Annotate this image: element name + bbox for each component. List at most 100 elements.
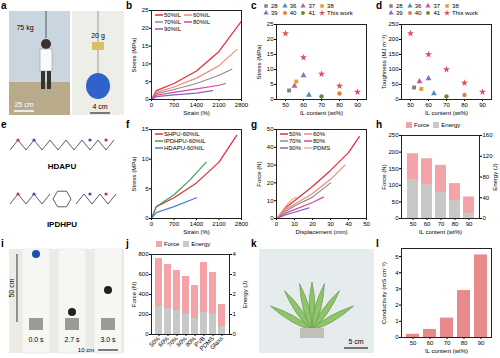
svg-text:50: 50: [410, 340, 417, 346]
svg-text:160: 160: [483, 132, 494, 138]
svg-text:5: 5: [270, 81, 274, 87]
svg-text:0: 0: [233, 331, 237, 337]
svg-text:Displacement (mm): Displacement (mm): [295, 229, 347, 235]
svg-text:80: 80: [483, 174, 490, 180]
svg-text:10: 10: [142, 156, 149, 162]
svg-text:0: 0: [150, 102, 154, 108]
svg-text:3: 3: [233, 271, 237, 277]
svg-text:100: 100: [388, 182, 399, 188]
svg-text:10: 10: [291, 221, 298, 227]
svg-text:800: 800: [138, 251, 149, 257]
svg-text:200: 200: [388, 149, 399, 155]
svg-text:Stress (MPa): Stress (MPa): [131, 156, 137, 191]
svg-text:25: 25: [142, 7, 149, 13]
svg-text:Force (N): Force (N): [131, 282, 137, 307]
svg-text:120: 120: [483, 153, 494, 159]
svg-text:0: 0: [270, 215, 274, 221]
svg-text:10: 10: [267, 198, 274, 204]
svg-text:50: 50: [267, 126, 274, 132]
svg-text:1: 1: [233, 311, 237, 317]
svg-text:25: 25: [267, 21, 274, 27]
svg-text:90: 90: [354, 102, 361, 108]
svg-text:60: 60: [425, 102, 432, 108]
svg-text:0: 0: [483, 215, 487, 221]
svg-text:150: 150: [388, 166, 399, 172]
svg-text:Stress (MPa): Stress (MPa): [131, 37, 137, 72]
svg-text:600: 600: [138, 271, 149, 277]
svg-text:2: 2: [233, 291, 237, 297]
svg-text:5: 5: [395, 254, 399, 260]
svg-text:50: 50: [392, 81, 399, 87]
svg-text:Strain (%): Strain (%): [183, 110, 210, 116]
svg-text:2100: 2100: [212, 102, 226, 108]
svg-text:IL content (wt%): IL content (wt%): [425, 348, 468, 354]
svg-text:20: 20: [309, 221, 316, 227]
svg-text:Force (N): Force (N): [256, 161, 262, 186]
svg-text:30: 30: [267, 162, 274, 168]
svg-text:700: 700: [169, 221, 180, 227]
svg-text:80: 80: [461, 340, 468, 346]
svg-text:1400: 1400: [190, 221, 204, 227]
svg-text:Energy (J): Energy (J): [492, 163, 498, 191]
svg-text:0: 0: [275, 221, 279, 227]
svg-text:70: 70: [438, 221, 445, 227]
svg-text:90: 90: [479, 102, 486, 108]
svg-text:70: 70: [444, 340, 451, 346]
svg-text:50: 50: [392, 199, 399, 205]
svg-text:60: 60: [424, 221, 431, 227]
svg-text:Force (N): Force (N): [381, 164, 387, 189]
svg-text:2800: 2800: [235, 102, 249, 108]
svg-text:100: 100: [388, 66, 399, 72]
svg-text:0: 0: [145, 331, 149, 337]
svg-text:200: 200: [138, 311, 149, 317]
svg-text:15: 15: [267, 51, 274, 57]
svg-text:Toughness (MJ m⁻³): Toughness (MJ m⁻³): [381, 35, 387, 90]
svg-text:200: 200: [388, 36, 399, 42]
svg-text:0.0 s: 0.0 s: [28, 336, 44, 343]
svg-text:0: 0: [150, 221, 154, 227]
svg-text:250: 250: [388, 132, 399, 138]
svg-text:Glass: Glass: [209, 335, 224, 350]
svg-text:80: 80: [461, 102, 468, 108]
svg-text:50: 50: [282, 102, 289, 108]
svg-text:3.0 s: 3.0 s: [100, 336, 116, 343]
svg-text:10 cm: 10 cm: [78, 347, 94, 353]
svg-text:50: 50: [363, 221, 370, 227]
svg-text:1: 1: [395, 318, 399, 324]
svg-text:20 g: 20 g: [91, 32, 105, 40]
svg-text:2800: 2800: [235, 221, 249, 227]
svg-text:0: 0: [395, 334, 399, 340]
svg-text:0: 0: [395, 215, 399, 221]
svg-text:3: 3: [395, 286, 399, 292]
svg-text:5 cm: 5 cm: [348, 338, 363, 345]
svg-text:90: 90: [478, 340, 485, 346]
svg-text:80: 80: [336, 102, 343, 108]
svg-text:70: 70: [443, 102, 450, 108]
svg-text:400: 400: [138, 291, 149, 297]
svg-text:15: 15: [142, 43, 149, 49]
svg-text:0: 0: [145, 215, 149, 221]
svg-text:0: 0: [395, 96, 399, 102]
svg-text:10: 10: [267, 66, 274, 72]
svg-text:15: 15: [142, 126, 149, 132]
svg-text:0: 0: [145, 96, 149, 102]
svg-text:Energy (J): Energy (J): [242, 281, 248, 309]
svg-text:IL content (wt%): IL content (wt%): [300, 110, 343, 116]
svg-text:2100: 2100: [212, 221, 226, 227]
svg-text:1400: 1400: [190, 102, 204, 108]
svg-text:40: 40: [483, 195, 490, 201]
svg-text:2: 2: [395, 302, 399, 308]
svg-text:4 cm: 4 cm: [92, 103, 107, 110]
svg-text:40: 40: [267, 144, 274, 150]
svg-text:4: 4: [233, 251, 237, 257]
svg-text:30: 30: [327, 221, 334, 227]
svg-text:70: 70: [318, 102, 325, 108]
svg-text:25 cm: 25 cm: [14, 101, 33, 108]
svg-text:80: 80: [452, 221, 459, 227]
svg-text:Stress (MPa): Stress (MPa): [256, 44, 262, 79]
svg-text:90: 90: [466, 221, 473, 227]
svg-text:Conductivity (mS cm⁻¹): Conductivity (mS cm⁻¹): [381, 262, 387, 324]
svg-text:20: 20: [142, 25, 149, 31]
svg-text:IPDHPU: IPDHPU: [47, 220, 77, 229]
svg-text:4: 4: [395, 270, 399, 276]
